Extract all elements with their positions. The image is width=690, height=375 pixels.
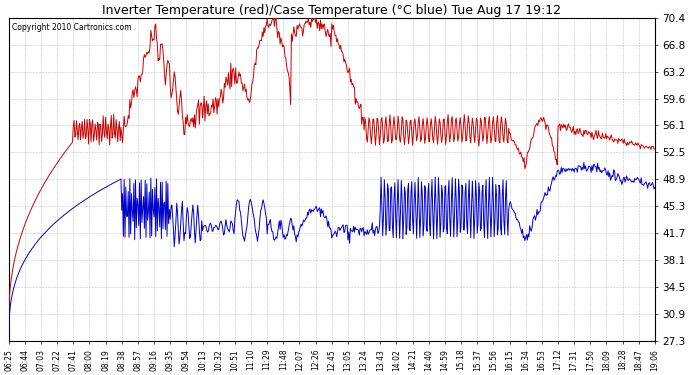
Text: Copyright 2010 Cartronics.com: Copyright 2010 Cartronics.com	[12, 23, 131, 32]
Title: Inverter Temperature (red)/Case Temperature (°C blue) Tue Aug 17 19:12: Inverter Temperature (red)/Case Temperat…	[102, 4, 561, 17]
